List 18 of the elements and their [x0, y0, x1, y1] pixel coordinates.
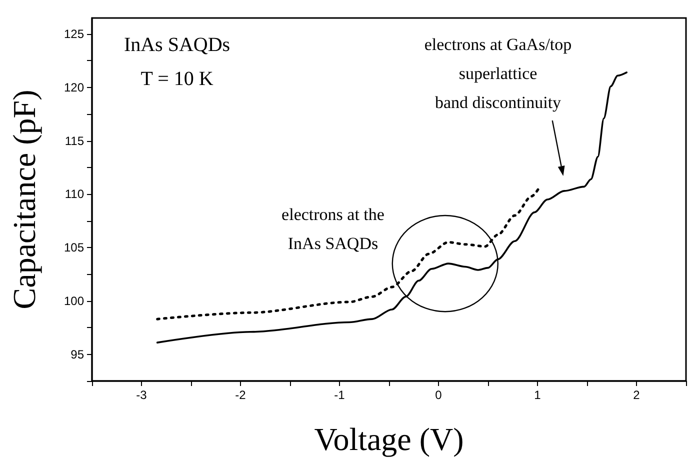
x-tick-label: 2	[633, 388, 640, 402]
y-tick-label: 105	[64, 240, 84, 255]
annotation: InAs SAQDs T = 10 K	[124, 34, 230, 90]
y-axis-title: Capacitance (pF)	[6, 90, 42, 310]
x-tick-label: -3	[136, 388, 148, 402]
annotation: electrons at GaAs/top superlattice band discontinuity	[424, 34, 572, 112]
x-tick-label: -1	[334, 388, 346, 402]
x-axis-title: Voltage (V)	[314, 421, 464, 457]
x-tick-label: -2	[235, 388, 246, 402]
y-tick-label: 115	[64, 134, 84, 148]
y-tick-label: 100	[64, 294, 84, 308]
annotation: electrons at the InAs SAQDs	[282, 204, 384, 253]
y-tick-label: 125	[64, 27, 84, 42]
y-tick-label: 110	[64, 187, 84, 202]
x-tick-label: 1	[534, 388, 542, 402]
y-tick-label: 95	[70, 347, 84, 362]
x-tick-label: 0	[435, 388, 442, 402]
y-tick-label: 120	[64, 80, 84, 94]
